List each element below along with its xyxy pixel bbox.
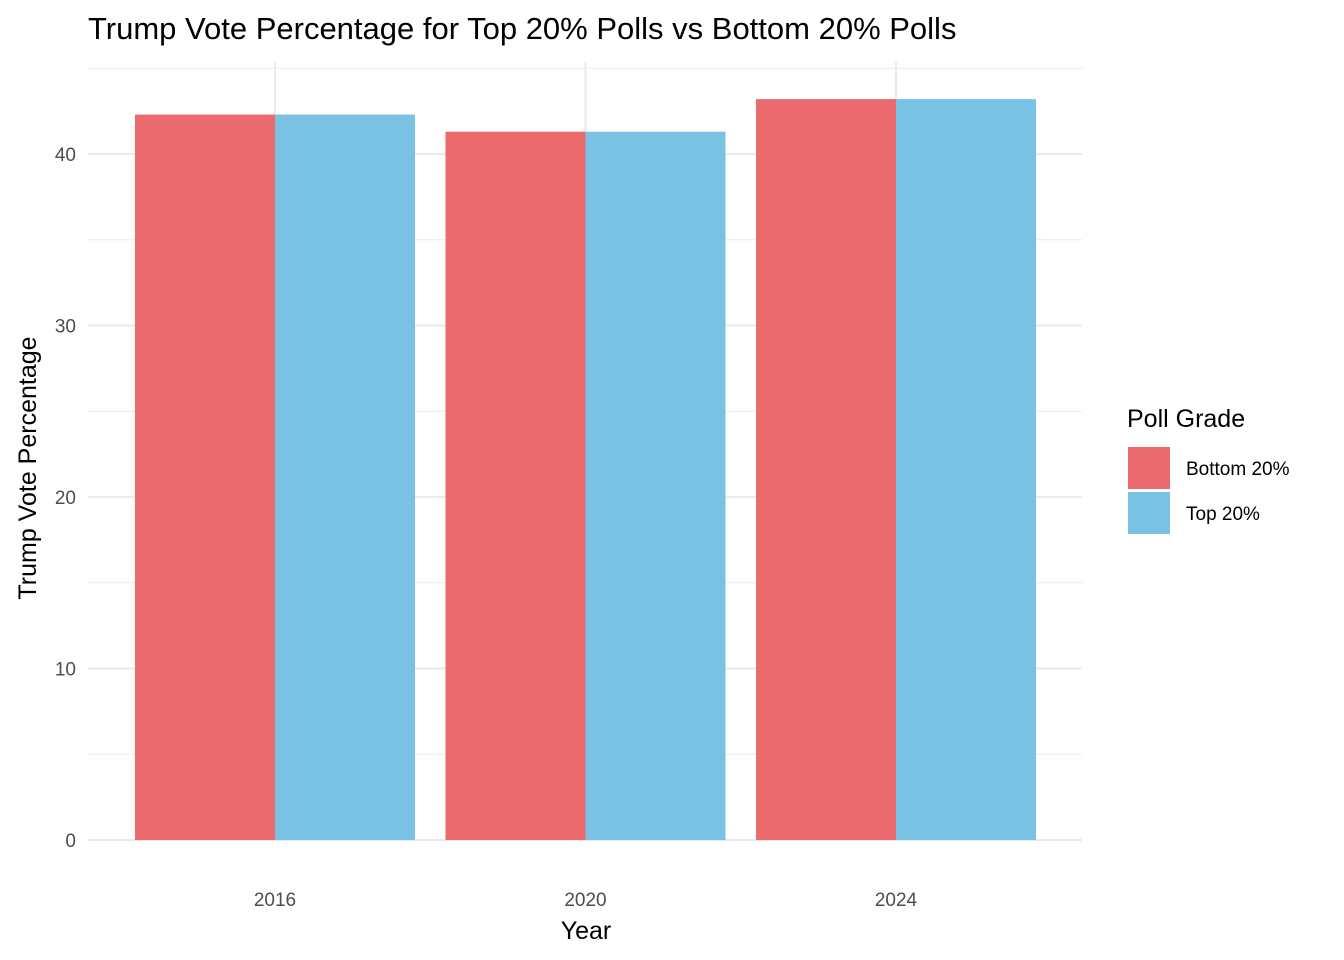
y-tick-label: 40 xyxy=(55,145,76,166)
y-tick-label: 30 xyxy=(55,317,76,338)
x-tick-label: 2020 xyxy=(564,890,606,911)
bar-2016-bottom-20 xyxy=(135,115,275,840)
y-axis-ticks: 0 10 20 30 40 xyxy=(55,145,76,852)
y-tick-label: 0 xyxy=(65,831,76,852)
bar-2024-bottom-20 xyxy=(756,99,896,840)
legend-key-top-20 xyxy=(1128,492,1170,534)
bar-2024-top-20 xyxy=(896,99,1036,840)
legend-title: Poll Grade xyxy=(1127,405,1245,433)
legend-label: Top 20% xyxy=(1186,504,1260,525)
x-axis-title: Year xyxy=(561,917,612,945)
y-tick-label: 10 xyxy=(55,660,76,681)
bars xyxy=(135,99,1036,840)
legend-label: Bottom 20% xyxy=(1186,459,1290,480)
x-axis-ticks: 2016 2020 2024 xyxy=(254,890,918,911)
y-axis-title: Trump Vote Percentage xyxy=(14,336,42,599)
legend: Poll Grade Bottom 20% Top 20% xyxy=(1127,405,1290,534)
y-tick-label: 20 xyxy=(55,488,76,509)
legend-key-bottom-20 xyxy=(1128,447,1170,489)
x-tick-label: 2024 xyxy=(875,890,918,911)
chart-title: Trump Vote Percentage for Top 20% Polls … xyxy=(88,11,956,46)
bar-2020-bottom-20 xyxy=(446,132,586,840)
bar-2016-top-20 xyxy=(275,115,415,840)
x-tick-label: 2016 xyxy=(254,890,296,911)
bar-2020-top-20 xyxy=(586,132,726,840)
